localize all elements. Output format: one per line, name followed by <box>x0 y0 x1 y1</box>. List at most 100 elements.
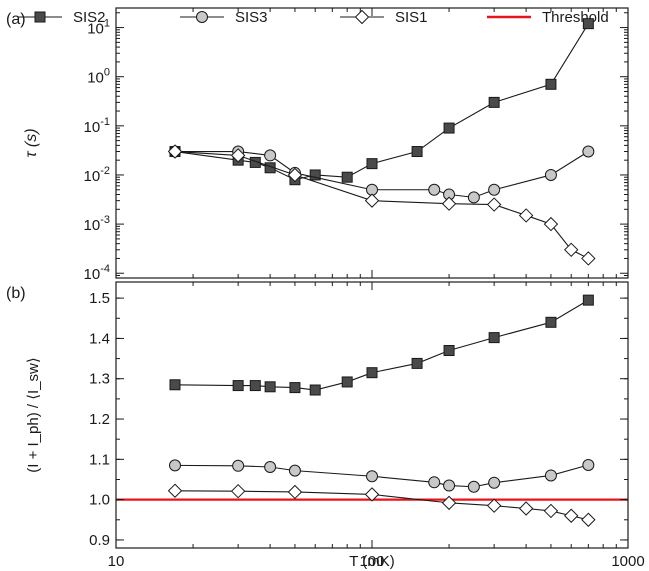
legend: SIS2 SIS3 SIS1 Threshold <box>18 9 609 26</box>
y-tick-label-base: 10 <box>84 168 101 185</box>
data-point-sis2 <box>341 171 353 183</box>
plot-frame <box>115 7 629 279</box>
data-point-sis2 <box>169 379 181 391</box>
y-tick-label: 1.5 <box>89 290 110 307</box>
data-point-sis2 <box>411 146 423 158</box>
data-point-sis3 <box>467 191 480 204</box>
y-tick-label: 0.9 <box>89 532 110 549</box>
y-tick-label-exponent: 0 <box>104 67 110 79</box>
series-sis1 <box>167 483 596 527</box>
data-point-sis3 <box>488 476 501 489</box>
data-point-sis2 <box>582 294 594 306</box>
data-point-sis3 <box>288 464 301 477</box>
data-point-sis1 <box>287 167 303 183</box>
y-tick-label-base: 10 <box>84 266 101 283</box>
y-tick-label: 1.3 <box>89 371 110 388</box>
legend-item-sis2: SIS2 <box>18 9 106 26</box>
data-point-sis3 <box>264 149 277 162</box>
data-point-sis2 <box>488 96 500 108</box>
data-point-sis1 <box>518 208 534 223</box>
legend-label: SIS2 <box>73 9 106 26</box>
y-tick-label: 100 <box>87 67 110 87</box>
data-point-sis1 <box>364 487 380 502</box>
data-point-sis3 <box>582 145 595 158</box>
legend-label: SIS3 <box>235 9 268 26</box>
series-sis2 <box>169 294 594 396</box>
data-point-sis1 <box>486 197 502 212</box>
series-line-sis1 <box>174 490 589 521</box>
data-point-sis2 <box>309 384 321 396</box>
data-point-sis1 <box>441 196 457 211</box>
data-point-sis3 <box>443 479 456 492</box>
legend-swatch-marker <box>34 11 46 23</box>
data-point-sis3 <box>488 183 501 196</box>
y-tick-label-exponent: -2 <box>100 165 110 177</box>
data-point-sis1 <box>563 508 579 523</box>
data-point-sis3 <box>232 459 245 472</box>
y-axis-label: τ (s) <box>23 128 40 157</box>
data-point-sis2 <box>366 158 378 170</box>
data-point-sis2 <box>249 380 261 392</box>
panel-b: 10 100 1000 0.9 1.0 1.1 1.2 1.3 1.4 1.5 (b) (I + I_… <box>6 281 645 570</box>
y-tick-label-base: 10 <box>84 217 101 234</box>
data-point-sis1 <box>581 251 596 266</box>
panel-label: (a) <box>6 11 26 28</box>
y-axis-label-text: τ (s) <box>23 128 40 157</box>
data-point-sis3 <box>428 476 441 489</box>
data-point-sis1 <box>287 484 303 500</box>
y-tick-label-base: 10 <box>87 21 104 38</box>
data-point-sis3 <box>428 183 441 196</box>
legend-item-sis1: SIS1 <box>340 9 428 26</box>
data-point-sis1 <box>230 483 246 499</box>
series-line-sis2 <box>174 299 589 391</box>
data-point-sis2 <box>264 381 276 393</box>
y-tick-label: 10-3 <box>84 214 110 234</box>
data-point-sis1 <box>543 216 559 232</box>
data-point-sis3 <box>544 168 557 181</box>
data-point-sis1 <box>543 503 559 519</box>
y-tick-label: 10-1 <box>84 116 110 136</box>
y-tick-label: 1.2 <box>89 411 110 428</box>
data-point-sis2 <box>443 345 455 357</box>
y-tick-label: 1.0 <box>89 492 110 509</box>
data-point-sis1 <box>486 498 502 513</box>
data-point-sis2 <box>443 122 455 134</box>
legend-swatch-marker <box>196 11 208 23</box>
data-point-sis3 <box>264 460 277 473</box>
data-point-sis1 <box>167 483 183 498</box>
y-axis-label: (I + I_ph) / ⟨I_sw⟩ <box>25 357 42 473</box>
y-tick-label-exponent: -4 <box>100 263 110 275</box>
y-tick-label-exponent: 1 <box>104 18 110 30</box>
data-point-sis1 <box>581 512 596 527</box>
data-point-sis2 <box>341 376 353 388</box>
y-tick-label-exponent: -3 <box>100 214 110 226</box>
data-point-sis2 <box>488 332 500 344</box>
data-point-sis3 <box>582 458 595 471</box>
series-sis2 <box>169 18 594 186</box>
data-point-sis2 <box>232 380 244 392</box>
data-point-sis2 <box>249 156 261 168</box>
data-point-sis2 <box>411 357 423 369</box>
panel-label: (b) <box>6 285 26 302</box>
legend-item-sis3: SIS3 <box>180 9 268 26</box>
y-tick-label: 101 <box>87 18 110 38</box>
data-point-sis1 <box>441 495 457 511</box>
data-point-sis2 <box>289 382 301 394</box>
x-axis-label: T (mK) <box>349 553 395 570</box>
y-tick-label: 10-2 <box>84 165 110 185</box>
y-tick-label: 1.1 <box>89 451 110 468</box>
data-point-sis3 <box>467 480 480 493</box>
data-point-sis2 <box>309 169 321 181</box>
data-point-sis1 <box>230 148 246 163</box>
series-line-sis1 <box>174 150 589 259</box>
data-point-sis3 <box>168 459 181 472</box>
data-point-sis1 <box>364 193 380 208</box>
legend-label: SIS1 <box>395 9 428 26</box>
y-tick-label-base: 10 <box>87 70 104 87</box>
series-sis3 <box>168 458 595 493</box>
data-point-sis1 <box>563 242 579 258</box>
data-point-sis1 <box>167 144 183 159</box>
y-tick-label-exponent: -1 <box>100 116 110 128</box>
